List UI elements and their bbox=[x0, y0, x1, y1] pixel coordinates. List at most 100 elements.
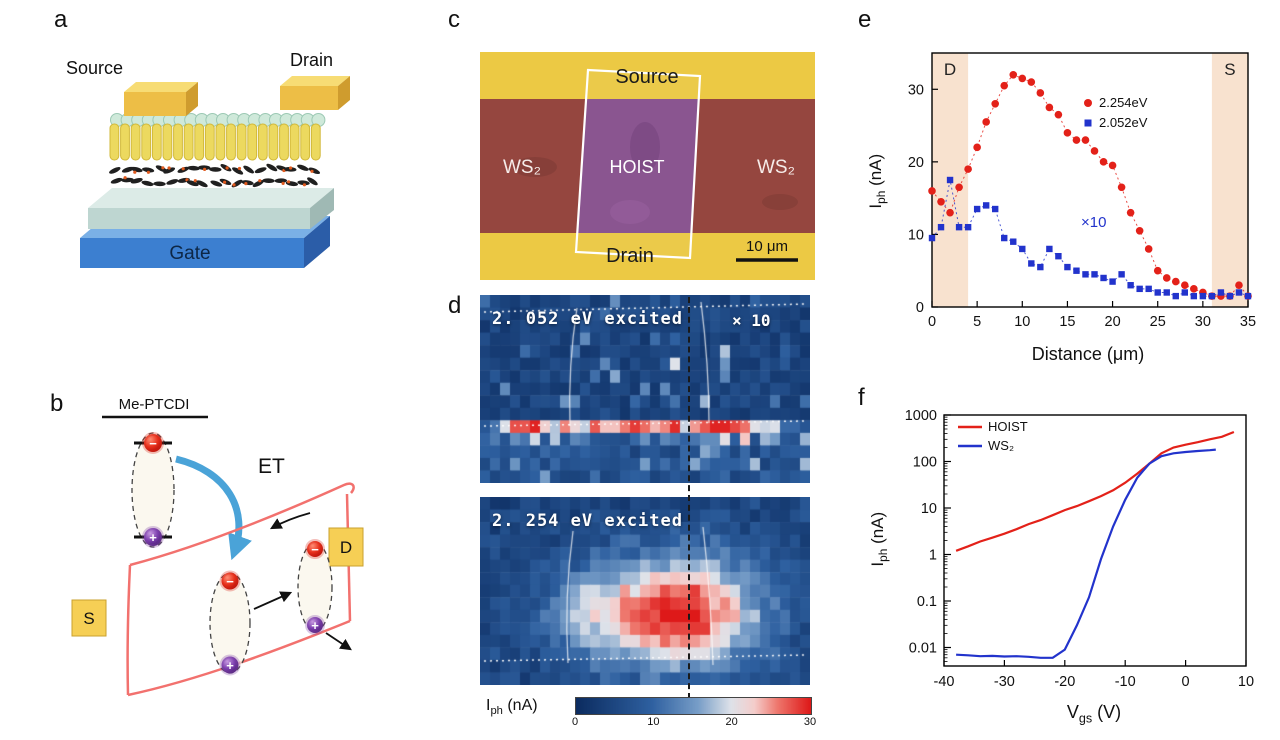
source-contact-label: S bbox=[83, 609, 94, 628]
svg-text:10: 10 bbox=[921, 501, 937, 517]
plot-frame bbox=[931, 52, 1249, 308]
colorbar-tick: 20 bbox=[725, 716, 738, 728]
svg-text:+: + bbox=[311, 618, 319, 633]
nanorod-array bbox=[109, 113, 326, 161]
svg-text:30: 30 bbox=[908, 82, 924, 98]
svg-text:30: 30 bbox=[1195, 314, 1211, 330]
exciton-molecule: − + bbox=[131, 432, 175, 548]
region-label: S bbox=[1224, 60, 1235, 79]
ws2-left-label: WS₂ bbox=[503, 157, 541, 178]
scale-bar-label: 10 μm bbox=[746, 238, 788, 255]
electron-flow-arrow bbox=[269, 512, 311, 530]
legend: HOIST WS₂ bbox=[958, 419, 1028, 453]
svg-text:0.1: 0.1 bbox=[917, 594, 937, 610]
svg-text:HOIST: HOIST bbox=[988, 419, 1028, 434]
exciton-drain: − + bbox=[297, 539, 333, 635]
source-label: Source bbox=[615, 66, 678, 88]
panel-label-d: d bbox=[448, 292, 462, 319]
drain-label: Drain bbox=[290, 50, 333, 70]
colorbar-tick: 10 bbox=[647, 716, 660, 728]
hole-icon bbox=[219, 654, 241, 676]
drain-electrode bbox=[280, 76, 350, 110]
svg-text:0: 0 bbox=[1182, 674, 1190, 690]
exciton-channel: − + bbox=[209, 570, 251, 676]
panel-label-f: f bbox=[858, 384, 865, 411]
electron-transfer-arrow bbox=[175, 455, 252, 561]
svg-text:35: 35 bbox=[1240, 314, 1256, 330]
substrate-slab bbox=[88, 188, 334, 229]
colorbar-ticks: 0 10 20 30 bbox=[571, 715, 816, 729]
svg-text:2.254eV: 2.254eV bbox=[1099, 95, 1148, 110]
legend: 2.254eV 2.052eV bbox=[1084, 95, 1148, 130]
electron-sign: − bbox=[149, 436, 157, 451]
colorbar-gradient bbox=[575, 697, 812, 715]
f-y-axis-label: Iph (nA) bbox=[867, 511, 891, 567]
map-2052ev: 2. 052 eV excited × 10 bbox=[480, 295, 810, 483]
electron-icon bbox=[142, 432, 164, 454]
svg-text:20: 20 bbox=[1105, 314, 1121, 330]
svg-text:1000: 1000 bbox=[905, 408, 937, 424]
svg-text:15: 15 bbox=[1059, 314, 1075, 330]
colorbar-tick: 0 bbox=[571, 716, 579, 728]
svg-text:5: 5 bbox=[973, 314, 981, 330]
optical-micrograph: Source Drain WS₂ HOIST WS₂ 10 μm bbox=[480, 52, 815, 280]
drain-label: Drain bbox=[606, 245, 654, 267]
et-label: ET bbox=[258, 455, 285, 478]
svg-text:100: 100 bbox=[913, 454, 937, 470]
drain-contact-label: D bbox=[340, 538, 352, 557]
map1-title: 2. 052 eV excited bbox=[492, 309, 683, 329]
colorbar: 0 10 20 30 bbox=[571, 697, 816, 729]
f-x-axis-label: Vgs (V) bbox=[1066, 702, 1122, 726]
hole-icon bbox=[305, 615, 325, 635]
e-y-axis-label: Iph (nA) bbox=[865, 153, 889, 209]
region-label: D bbox=[944, 60, 956, 79]
svg-text:10: 10 bbox=[1238, 674, 1254, 690]
svg-text:1: 1 bbox=[929, 547, 937, 563]
hole-icon bbox=[142, 526, 164, 548]
gate-label: Gate bbox=[169, 243, 210, 264]
molecule-label: Me-PTCDI bbox=[119, 396, 190, 413]
hoist-outline bbox=[574, 68, 702, 260]
series-line bbox=[931, 179, 1249, 297]
svg-text:20: 20 bbox=[908, 155, 924, 171]
contact-shaded-region bbox=[1211, 53, 1248, 307]
svg-text:10: 10 bbox=[1014, 314, 1030, 330]
svg-text:0.01: 0.01 bbox=[909, 640, 937, 656]
colorbar-tick: 30 bbox=[803, 716, 817, 728]
times10-annotation: ×10 bbox=[1081, 214, 1106, 231]
svg-text:0: 0 bbox=[928, 314, 936, 330]
panel-label-a: a bbox=[54, 6, 68, 33]
svg-text:+: + bbox=[226, 658, 234, 673]
electron-icon bbox=[219, 570, 241, 592]
panel-label-b: b bbox=[50, 390, 64, 417]
drain-contact bbox=[328, 527, 364, 567]
panel-label-e: e bbox=[858, 6, 872, 33]
device-schematic: Source Drain Gate bbox=[66, 50, 350, 268]
svg-text:WS₂: WS₂ bbox=[988, 438, 1014, 453]
heatmap-canvas bbox=[480, 497, 810, 685]
series-line bbox=[956, 448, 1216, 659]
line-cut-dashed-line bbox=[688, 297, 690, 699]
map-2254ev: 2. 254 eV excited bbox=[480, 497, 810, 685]
electron-icon bbox=[305, 539, 325, 559]
map1-scale-note: × 10 bbox=[732, 311, 771, 330]
heatmap-canvas bbox=[480, 295, 810, 483]
svg-text:−: − bbox=[311, 542, 319, 557]
svg-text:−: − bbox=[226, 574, 234, 589]
svg-text:-10: -10 bbox=[1115, 674, 1136, 690]
source-contact bbox=[71, 599, 107, 637]
colorbar-label: Iph (nA) bbox=[486, 697, 538, 718]
source-label: Source bbox=[66, 58, 123, 78]
svg-text:10: 10 bbox=[908, 227, 924, 243]
molecular-layer bbox=[109, 163, 321, 188]
ws2-right-label: WS₂ bbox=[757, 157, 795, 178]
hole-out-arrow bbox=[325, 632, 352, 651]
map2-title: 2. 254 eV excited bbox=[492, 511, 683, 531]
svg-text:-20: -20 bbox=[1054, 674, 1075, 690]
series-line bbox=[931, 74, 1249, 297]
transfer-curve-chart: -40 -30 -20 -10 0 10 0.01 0.1 1 10 100 1000 HOIST WS₂ bbox=[905, 408, 1254, 690]
svg-text:-40: -40 bbox=[934, 674, 955, 690]
svg-text:25: 25 bbox=[1150, 314, 1166, 330]
e-x-axis-label: Distance (μm) bbox=[1031, 344, 1145, 364]
